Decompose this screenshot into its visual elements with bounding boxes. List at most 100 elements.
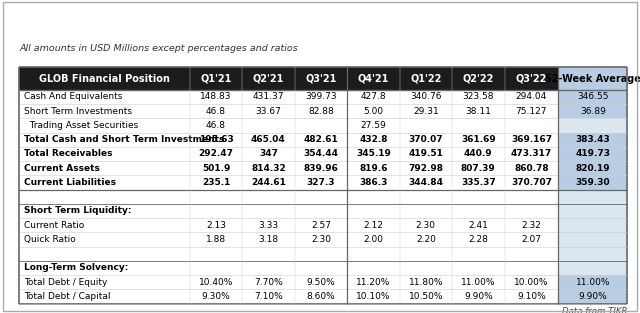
Text: 9.30%: 9.30%	[202, 292, 230, 301]
Bar	[19, 232, 189, 247]
Text: Long-Term Solvency:: Long-Term Solvency:	[24, 264, 129, 273]
Text: 9.90%: 9.90%	[579, 292, 607, 301]
Bar	[19, 118, 189, 133]
Bar	[504, 161, 558, 175]
Text: 11.00%: 11.00%	[461, 278, 495, 287]
Bar	[242, 104, 294, 118]
Text: Q2'21: Q2'21	[253, 74, 284, 84]
Text: 860.78: 860.78	[514, 164, 548, 173]
Bar	[294, 104, 347, 118]
Bar	[347, 289, 399, 304]
Bar	[189, 261, 242, 275]
Text: 75.127: 75.127	[516, 107, 547, 116]
Bar	[189, 118, 242, 133]
Bar	[294, 190, 347, 204]
Bar	[294, 232, 347, 247]
Bar	[242, 161, 294, 175]
Bar	[347, 275, 399, 289]
Text: 2.07: 2.07	[522, 235, 541, 244]
Bar	[558, 104, 627, 118]
Bar	[242, 90, 294, 104]
Bar	[399, 247, 452, 261]
Text: 820.19: 820.19	[575, 164, 610, 173]
Bar	[242, 190, 294, 204]
Bar	[294, 133, 347, 147]
Bar	[294, 175, 347, 190]
Bar	[347, 118, 399, 133]
Bar	[294, 275, 347, 289]
Bar	[558, 175, 627, 190]
Text: 473.317: 473.317	[511, 150, 552, 158]
Text: 10.50%: 10.50%	[408, 292, 443, 301]
Bar	[19, 175, 189, 190]
Bar	[347, 147, 399, 161]
Text: Short Term Investments: Short Term Investments	[24, 107, 132, 116]
Bar	[189, 204, 242, 218]
Text: 431.37: 431.37	[253, 92, 284, 101]
Bar	[189, 133, 242, 147]
Text: 235.1: 235.1	[202, 178, 230, 187]
Bar	[189, 289, 242, 304]
Text: 386.3: 386.3	[359, 178, 388, 187]
Bar	[242, 118, 294, 133]
Bar	[452, 247, 504, 261]
Bar	[19, 275, 189, 289]
Text: 792.98: 792.98	[408, 164, 444, 173]
Bar	[294, 204, 347, 218]
Bar	[347, 161, 399, 175]
Bar	[558, 90, 627, 104]
Text: Q1'22: Q1'22	[410, 74, 442, 84]
Bar	[347, 90, 399, 104]
Text: Current Ratio: Current Ratio	[24, 221, 84, 230]
Bar	[294, 247, 347, 261]
Text: 11.20%: 11.20%	[356, 278, 390, 287]
Bar	[189, 247, 242, 261]
Text: 345.19: 345.19	[356, 150, 391, 158]
Text: 148.83: 148.83	[200, 92, 232, 101]
Text: 2.20: 2.20	[416, 235, 436, 244]
Text: Total Cash and Short Term Investments: Total Cash and Short Term Investments	[24, 135, 225, 144]
Bar	[242, 218, 294, 232]
Text: 2.41: 2.41	[468, 221, 488, 230]
Bar	[452, 67, 504, 90]
Bar	[189, 232, 242, 247]
Text: 11.00%: 11.00%	[575, 278, 610, 287]
Text: GLOB Financial Position: GLOB Financial Position	[39, 74, 170, 84]
Bar	[452, 204, 504, 218]
Text: 10.10%: 10.10%	[356, 292, 390, 301]
Bar	[558, 204, 627, 218]
Bar	[294, 90, 347, 104]
Text: Cash And Equivalents: Cash And Equivalents	[24, 92, 123, 101]
Text: 2.32: 2.32	[522, 221, 541, 230]
Text: 33.67: 33.67	[255, 107, 282, 116]
Text: 340.76: 340.76	[410, 92, 442, 101]
Text: 7.10%: 7.10%	[254, 292, 283, 301]
Bar	[504, 275, 558, 289]
Text: 3.18: 3.18	[259, 235, 278, 244]
Bar	[189, 218, 242, 232]
Bar	[19, 90, 189, 104]
Text: 10.00%: 10.00%	[514, 278, 548, 287]
Text: Current Liabilities: Current Liabilities	[24, 178, 116, 187]
Bar	[19, 104, 189, 118]
Text: Q2'22: Q2'22	[463, 74, 494, 84]
Text: 427.8: 427.8	[360, 92, 386, 101]
Bar	[242, 247, 294, 261]
Text: 292.47: 292.47	[198, 150, 234, 158]
Text: 399.73: 399.73	[305, 92, 337, 101]
Bar	[19, 190, 189, 204]
Bar	[504, 190, 558, 204]
Text: 839.96: 839.96	[303, 164, 339, 173]
Bar	[242, 147, 294, 161]
Bar	[399, 90, 452, 104]
Bar	[294, 118, 347, 133]
Text: 8.60%: 8.60%	[307, 292, 335, 301]
Bar	[452, 275, 504, 289]
Text: 419.73: 419.73	[575, 150, 611, 158]
Bar	[399, 133, 452, 147]
Bar	[347, 190, 399, 204]
Bar	[19, 133, 189, 147]
Text: 2.30: 2.30	[311, 235, 331, 244]
Text: Total Receivables: Total Receivables	[24, 150, 113, 158]
Bar	[189, 190, 242, 204]
